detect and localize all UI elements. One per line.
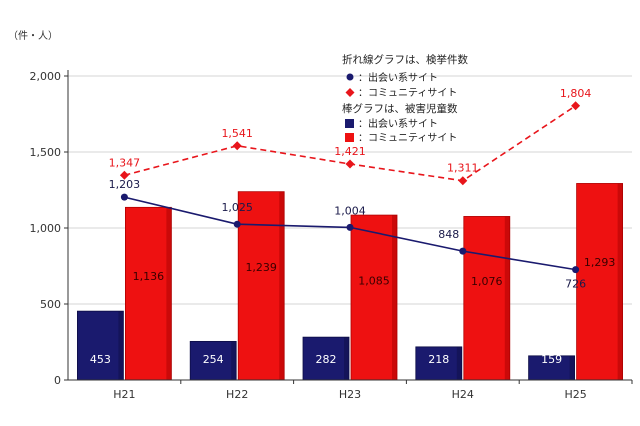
bar-community-label: 1,136 bbox=[133, 270, 165, 283]
y-tick-label: 1,000 bbox=[30, 222, 62, 235]
point-deai-label: 1,025 bbox=[221, 201, 253, 214]
legend-label-line-community: ：コミュニティサイト bbox=[358, 87, 457, 99]
point-community bbox=[119, 170, 129, 180]
x-tick-label: H21 bbox=[113, 388, 135, 401]
y-tick-label: 2,000 bbox=[30, 70, 62, 83]
point-community-label: 1,541 bbox=[221, 127, 253, 140]
bar-deai-shade bbox=[456, 346, 462, 380]
bar-deai-shade bbox=[231, 341, 237, 380]
point-deai-label: 848 bbox=[438, 228, 459, 241]
point-deai-label: 1,203 bbox=[109, 178, 141, 191]
bar-community-shade bbox=[504, 216, 510, 380]
bar-community-shade bbox=[392, 215, 397, 380]
bar-deai-shade bbox=[344, 337, 349, 380]
y-tick-label: 500 bbox=[40, 298, 61, 311]
bar-deai bbox=[415, 346, 463, 381]
point-deai bbox=[572, 266, 580, 274]
point-deai bbox=[459, 247, 467, 255]
point-community bbox=[232, 141, 242, 151]
legend-label-line-deai: ：出会い系サイト bbox=[358, 71, 438, 84]
bar-community bbox=[576, 183, 623, 381]
y-tick-label: 1,500 bbox=[30, 146, 62, 159]
bar-community-label: 1,293 bbox=[584, 256, 616, 269]
bar-deai bbox=[77, 310, 124, 381]
legend-label-bar-deai: ：出会い系サイト bbox=[358, 117, 438, 130]
legend-line-heading: 折れ線グラフは、検挙件数 bbox=[342, 53, 468, 66]
bar-deai-shade bbox=[118, 311, 124, 380]
bar-community bbox=[237, 191, 285, 381]
legend-marker-line-deai bbox=[346, 73, 354, 81]
bar-community-label: 1,239 bbox=[245, 261, 277, 274]
point-community-label: 1,421 bbox=[334, 145, 366, 158]
bar-deai-label: 159 bbox=[541, 353, 562, 366]
point-community-label: 1,347 bbox=[109, 156, 141, 169]
bar-community-shade bbox=[279, 191, 285, 380]
x-tick-label: H23 bbox=[339, 388, 361, 401]
bar-community bbox=[350, 214, 398, 381]
legend-marker-bar-community bbox=[345, 133, 354, 142]
bar-deai-label: 254 bbox=[203, 353, 224, 366]
bar-deai-shade bbox=[569, 355, 575, 380]
bar-community bbox=[463, 216, 511, 381]
unit-label: （件・人） bbox=[8, 30, 58, 42]
point-deai bbox=[233, 220, 241, 228]
point-community bbox=[345, 159, 355, 169]
x-tick-label: H25 bbox=[564, 388, 586, 401]
point-deai-label: 1,004 bbox=[334, 204, 366, 217]
bars: 453 1,136 254 1,239 282 1,085 218 1,076 159 1,293 bbox=[77, 183, 623, 381]
point-deai bbox=[120, 193, 128, 201]
point-deai-label: 726 bbox=[565, 278, 586, 291]
bar-community-label: 1,085 bbox=[358, 274, 390, 287]
line-community bbox=[124, 105, 577, 182]
x-tick-label: H22 bbox=[226, 388, 248, 401]
bar-deai-label: 218 bbox=[428, 353, 449, 366]
bar-community-shade bbox=[166, 207, 172, 380]
point-community-label: 1,311 bbox=[447, 162, 479, 175]
bar-deai-label: 453 bbox=[90, 353, 111, 366]
y-tick-label: 0 bbox=[54, 374, 61, 387]
bar-community-label: 1,076 bbox=[471, 275, 503, 288]
point-community-label: 1,804 bbox=[560, 87, 592, 100]
x-tick-label: H24 bbox=[452, 388, 474, 401]
bar-deai-label: 282 bbox=[316, 353, 337, 366]
axes: 0 500 1,000 1,500 2,000 H21 H22 H23 H24 H25 bbox=[30, 70, 633, 401]
bar-community bbox=[125, 206, 172, 381]
legend-marker-bar-deai bbox=[345, 119, 354, 128]
point-deai bbox=[346, 223, 354, 231]
lines: 1,347 1,541 1,421 1,311 1,804 1,203 1,025 1,004… bbox=[109, 87, 592, 291]
legend-label-bar-community: ：コミュニティサイト bbox=[358, 132, 457, 144]
bar-community-shade bbox=[617, 183, 623, 380]
legend-bar-heading: 棒グラフは、被害児童数 bbox=[342, 102, 458, 115]
legend-marker-line-community bbox=[345, 88, 355, 97]
point-community bbox=[458, 176, 468, 186]
point-community bbox=[571, 101, 581, 111]
legend: 折れ線グラフは、検挙件数 ：出会い系サイト ：コミュニティサイト 棒グラフは、被… bbox=[342, 53, 468, 144]
